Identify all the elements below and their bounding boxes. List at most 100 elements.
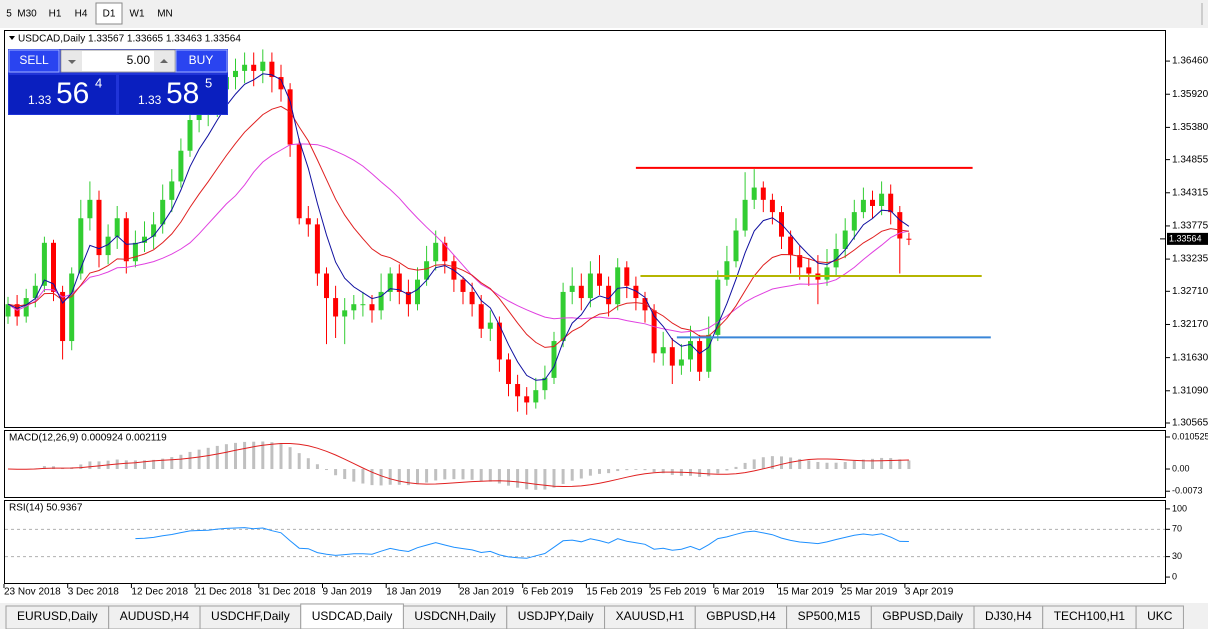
buy-label[interactable]: BUY — [189, 53, 214, 67]
macd-histogram — [616, 469, 619, 471]
chart-window — [4, 30, 1208, 600]
macd-histogram — [816, 462, 819, 469]
symbol-tab-label[interactable]: EURUSD,Daily — [17, 609, 98, 623]
current-price-label: 1.33564 — [1169, 233, 1202, 243]
candle-body — [825, 267, 830, 279]
candle-body — [297, 145, 302, 219]
symbol-tab-label[interactable]: USDCNH,Daily — [414, 609, 495, 623]
timeframe-label[interactable]: W1 — [130, 9, 145, 20]
candle-body — [897, 212, 902, 238]
price-tick-label: 1.36460 — [1172, 56, 1208, 67]
candle-body — [479, 304, 484, 329]
rsi-tick-label: 0 — [1172, 571, 1177, 581]
macd-histogram — [871, 459, 874, 469]
candle-body — [806, 267, 811, 273]
macd-histogram — [644, 469, 647, 470]
symbol-tab-label[interactable]: DJ30,H4 — [985, 609, 1032, 623]
symbol-tab-label[interactable]: GBPUSD,H4 — [706, 609, 776, 623]
candle-body — [415, 280, 420, 305]
symbol-tab-label[interactable]: SP500,M15 — [798, 609, 861, 623]
candle-body — [679, 359, 684, 365]
macd-histogram — [280, 444, 283, 469]
candle-body — [133, 243, 138, 261]
candle-body — [706, 335, 711, 372]
candle-body — [606, 286, 611, 304]
symbol-tab-label[interactable]: TECH100,H1 — [1054, 609, 1126, 623]
macd-histogram — [889, 458, 892, 469]
candle-body — [470, 292, 475, 304]
macd-histogram — [826, 463, 829, 469]
macd-histogram — [853, 461, 856, 469]
lots-value[interactable]: 5.00 — [127, 53, 151, 67]
price-tick-label: 1.35380 — [1172, 122, 1208, 133]
candle-body — [743, 200, 748, 231]
bid-big: 1.33 — [28, 93, 52, 107]
symbol-tab-label[interactable]: USDCAD,Daily — [312, 609, 393, 623]
date-label: 15 Feb 2019 — [586, 587, 643, 598]
sell-label[interactable]: SELL — [19, 53, 49, 67]
date-label: 6 Mar 2019 — [714, 587, 765, 598]
macd-tick-label: 0.00 — [1172, 463, 1190, 473]
toolbar — [0, 0, 1208, 28]
macd-histogram — [707, 469, 710, 476]
macd-histogram — [389, 469, 392, 485]
symbol-tab-label[interactable]: GBPUSD,Daily — [882, 609, 963, 623]
candle-body — [188, 120, 193, 151]
candle-body — [852, 212, 857, 230]
macd-histogram — [462, 469, 465, 479]
macd-histogram — [543, 469, 546, 490]
ask-pip: 5 — [205, 75, 212, 90]
macd-tick-label: -0.0073 — [1172, 486, 1203, 496]
macd-histogram — [243, 442, 246, 469]
timeframe-label[interactable]: D1 — [103, 9, 116, 20]
date-label: 6 Feb 2019 — [523, 587, 574, 598]
macd-histogram — [835, 463, 838, 469]
candle-body — [169, 181, 174, 199]
candle-body — [324, 274, 329, 299]
macd-histogram — [553, 469, 556, 488]
timeframe-label[interactable]: H4 — [75, 9, 88, 20]
candle-body — [242, 65, 247, 71]
candle-body — [570, 286, 575, 292]
candle-body — [761, 188, 766, 200]
macd-histogram — [807, 460, 810, 469]
timeframe-label[interactable]: M30 — [17, 9, 37, 20]
candle-body — [342, 310, 347, 316]
macd-histogram — [489, 469, 492, 482]
timeframe-label[interactable]: 5 — [6, 9, 12, 20]
date-label: 21 Dec 2018 — [195, 587, 252, 598]
symbol-tab-label[interactable]: UKC — [1147, 609, 1173, 623]
symbol-tab-label[interactable]: AUDUSD,H4 — [120, 609, 190, 623]
timeframe-label[interactable]: MN — [157, 9, 173, 20]
macd-histogram — [225, 444, 228, 469]
symbol-tab-label[interactable]: XAUUSD,H1 — [616, 609, 685, 623]
candle-body — [488, 323, 493, 329]
macd-histogram — [207, 448, 210, 469]
rsi-tick-label: 30 — [1172, 551, 1182, 561]
macd-histogram — [298, 453, 301, 469]
timeframe-label[interactable]: H1 — [49, 9, 62, 20]
macd-histogram — [880, 458, 883, 469]
candle-body — [524, 396, 529, 402]
candle-body — [579, 286, 584, 298]
macd-histogram — [425, 469, 428, 483]
candle-body — [6, 304, 11, 316]
macd-histogram — [898, 459, 901, 469]
rsi-title: RSI(14) 50.9367 — [9, 503, 83, 514]
macd-histogram — [434, 469, 437, 480]
macd-histogram — [125, 460, 128, 469]
candle-body — [360, 304, 365, 305]
macd-histogram — [270, 442, 273, 469]
candle-body — [370, 304, 375, 310]
macd-histogram — [416, 469, 419, 484]
macd-histogram — [452, 469, 455, 479]
symbol-tab-label[interactable]: USDJPY,Daily — [518, 609, 594, 623]
macd-histogram — [480, 469, 483, 481]
candle-body — [433, 243, 438, 261]
date-label: 28 Jan 2019 — [459, 587, 514, 598]
macd-histogram — [571, 469, 574, 481]
price-tick-label: 1.32710 — [1172, 286, 1208, 297]
candle-body — [69, 274, 74, 342]
symbol-tab-label[interactable]: USDCHF,Daily — [211, 609, 290, 623]
